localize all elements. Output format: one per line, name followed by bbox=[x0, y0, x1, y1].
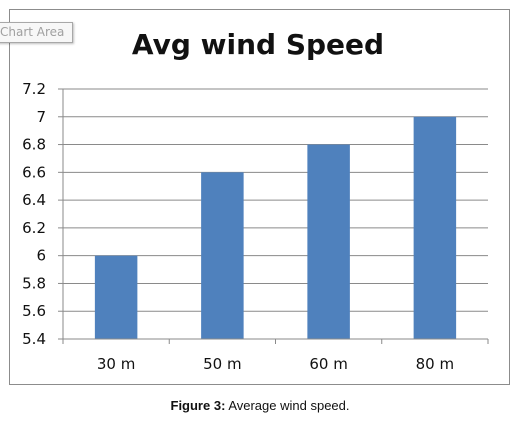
chart-title: Avg wind Speed bbox=[132, 28, 384, 61]
y-tick-label: 6 bbox=[36, 247, 46, 265]
bars bbox=[94, 116, 457, 340]
y-tick-label: 5.6 bbox=[22, 302, 46, 320]
figure-label: Figure 3: bbox=[170, 398, 226, 413]
figure-caption: Figure 3: Average wind speed. bbox=[0, 398, 520, 413]
y-tick-label: 6.6 bbox=[22, 163, 46, 181]
x-tick-label: 50 m bbox=[203, 355, 241, 373]
y-tick-label: 5.8 bbox=[22, 274, 46, 292]
x-tick-label: 60 m bbox=[309, 355, 347, 373]
x-tick-label: 80 m bbox=[416, 355, 454, 373]
y-tick-label: 6.8 bbox=[22, 136, 46, 154]
bar bbox=[201, 172, 244, 339]
y-axis: 5.4 5.6 5.8 6 6.2 6.4 6.6 6.8 7 7.2 bbox=[22, 80, 64, 348]
figure-caption-text: Average wind speed. bbox=[228, 398, 350, 413]
y-tick-label: 6.2 bbox=[22, 219, 46, 237]
x-tick-label: 30 m bbox=[97, 355, 135, 373]
bar bbox=[307, 144, 350, 339]
x-axis: 30 m 50 m 60 m 80 m bbox=[62, 338, 489, 373]
bar bbox=[94, 255, 138, 339]
y-tick-label: 7 bbox=[36, 108, 46, 126]
bar-chart: Avg wind Speed 5.4 5.6 5.8 6 6.2 6.4 6.6 6.8 7 7.… bbox=[22, 28, 489, 373]
chart-area-tooltip: Chart Area bbox=[0, 22, 74, 43]
bar bbox=[413, 116, 457, 340]
y-tick-label: 7.2 bbox=[22, 80, 46, 98]
y-tick-label: 6.4 bbox=[22, 191, 46, 209]
y-tick-label: 5.4 bbox=[22, 330, 46, 348]
